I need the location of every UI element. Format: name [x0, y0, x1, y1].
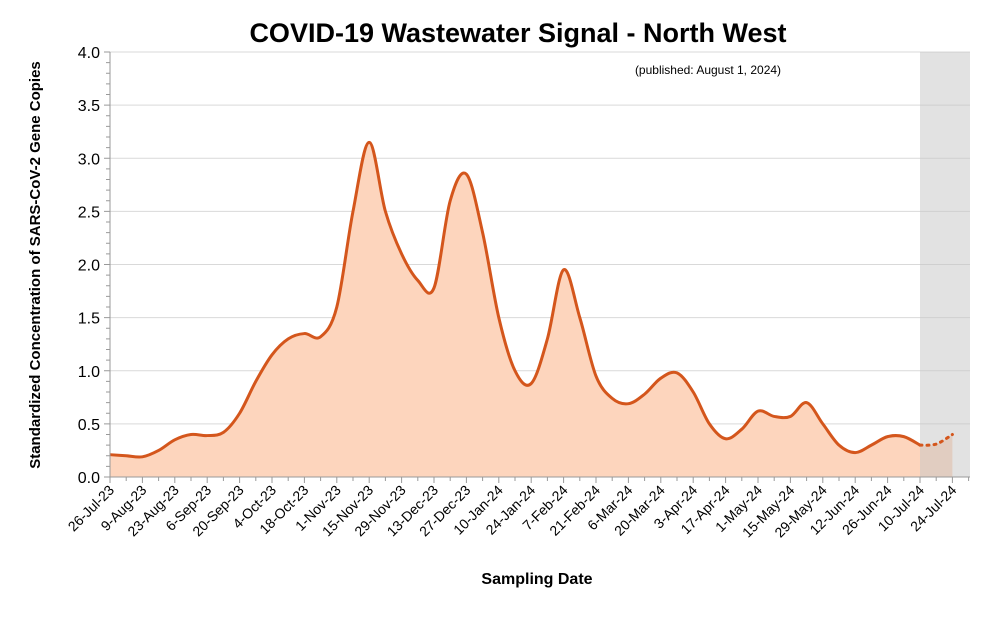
y-tick-label: 2.5 — [78, 204, 100, 221]
y-axis-label: Standardized Concentration of SARS-CoV-2… — [27, 61, 44, 469]
chart-subtitle: (published: August 1, 2024) — [635, 63, 781, 77]
series-line — [109, 140, 921, 459]
y-tick-label: 2.0 — [78, 258, 100, 275]
provisional-shade — [920, 52, 970, 477]
y-tick-label: 4.0 — [78, 45, 100, 62]
provisional-line — [918, 433, 954, 447]
y-tick-label: 1.0 — [78, 364, 100, 381]
y-tick-label: 3.5 — [78, 98, 100, 115]
y-tick-label: 0.5 — [78, 417, 100, 434]
y-tick-label: 1.5 — [78, 311, 100, 328]
chart-title: COVID-19 Wastewater Signal - North West — [249, 18, 786, 48]
y-tick-label: 3.0 — [78, 151, 100, 168]
y-tick-label: 0.0 — [78, 470, 100, 487]
area-fill — [110, 142, 953, 477]
x-axis-label: Sampling Date — [481, 571, 592, 588]
